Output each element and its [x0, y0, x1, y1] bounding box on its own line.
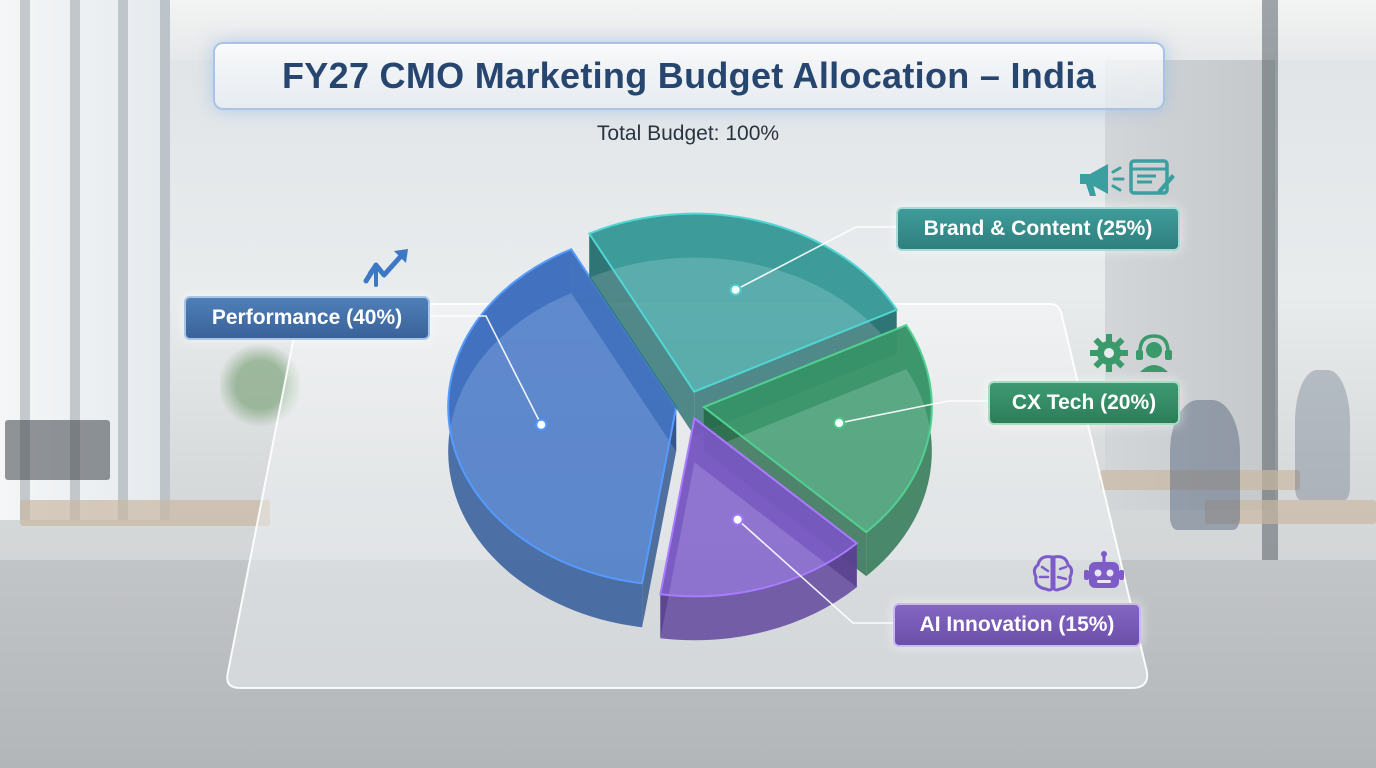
brain-icon [1032, 555, 1074, 592]
callout-brand-content-label: Brand & Content (25%) [923, 217, 1153, 240]
robot-icon [1084, 551, 1124, 588]
headset-icon [1136, 334, 1172, 372]
trend-up-arrows-icon [363, 249, 408, 287]
callout-ai-innovation-label: AI Innovation (15%) [919, 613, 1115, 636]
pie-slice-ai-innovation [659, 416, 859, 641]
pie-slice-top-brand-content [587, 212, 899, 393]
callout-cx-tech: CX Tech (20%) [988, 381, 1180, 425]
callout-cx-tech-label: CX Tech (20%) [1011, 391, 1157, 414]
slice-marker-performance [535, 418, 548, 431]
slice-marker-cx-tech [833, 417, 846, 430]
leader-line-performance [426, 315, 542, 426]
pie-slice-side-performance [448, 249, 643, 628]
chart-title-box: FY27 CMO Marketing Budget Allocation – I… [213, 42, 1165, 110]
callout-ai-innovation: AI Innovation (15%) [893, 603, 1141, 647]
leader-line-ai-innovation [737, 519, 893, 624]
callout-performance-label: Performance (40%) [211, 306, 403, 329]
gear-icon [1090, 334, 1128, 372]
pie-slice-top-ai-innovation [659, 416, 859, 598]
pie-slice-performance [447, 248, 678, 628]
chart-title: FY27 CMO Marketing Budget Allocation – I… [282, 55, 1096, 96]
leader-line-brand-content [735, 226, 896, 291]
pie-slice-top-cx-tech [701, 323, 933, 534]
megaphone-icon [1080, 164, 1125, 196]
content-document-icon [1129, 159, 1175, 195]
leader-line-cx-tech [838, 400, 988, 424]
callout-brand-content: Brand & Content (25%) [896, 207, 1180, 251]
pie-slice-side-cx-tech [866, 325, 932, 577]
slice-marker-ai-innovation [731, 513, 744, 526]
slice-marker-brand-content [729, 283, 742, 296]
callout-performance: Performance (40%) [184, 296, 430, 340]
chart-subtitle: Total Budget: 100% [596, 122, 780, 145]
pie-slice-side-ai-innovation [660, 543, 857, 641]
pie-slice-top-performance [447, 248, 678, 585]
